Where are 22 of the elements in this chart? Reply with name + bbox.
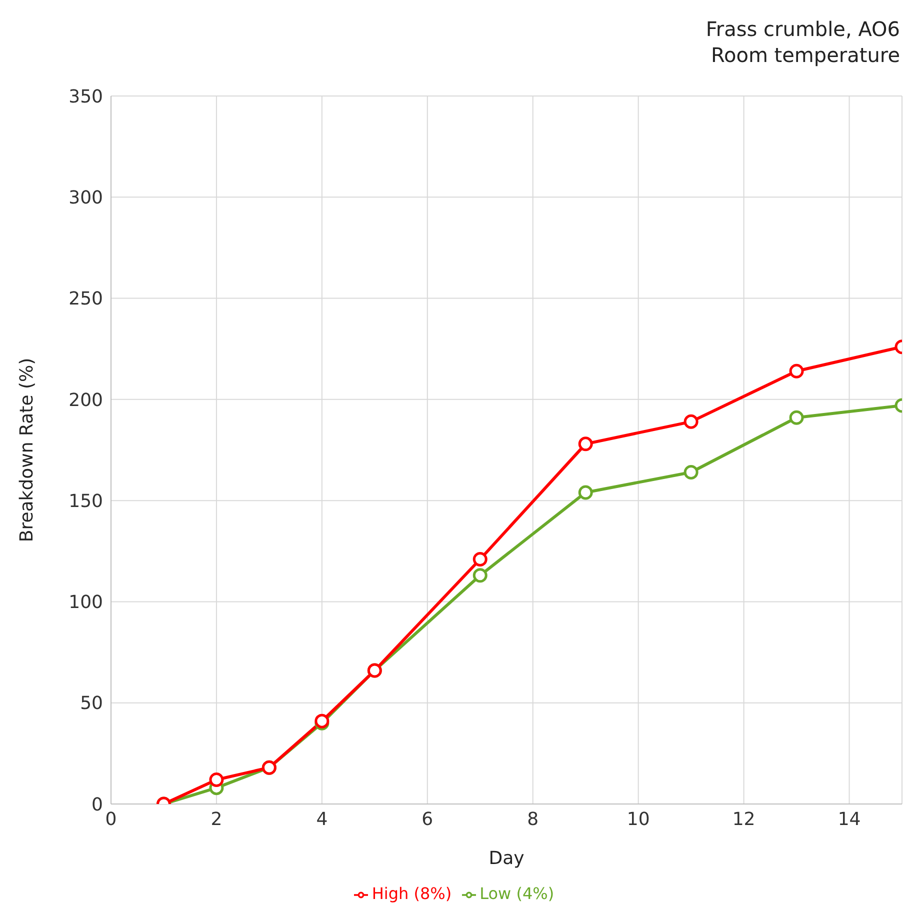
x-axis-title: Day	[488, 848, 525, 869]
y-tick-label: 150	[68, 490, 103, 512]
y-tick-label: 200	[68, 390, 103, 411]
x-tick-label: 14	[838, 808, 861, 830]
chart-title: Frass crumble, AO6	[706, 16, 900, 42]
y-tick-label: 300	[68, 188, 103, 209]
legend-label: High (8%)	[372, 884, 452, 903]
y-tick-label: 0	[92, 794, 103, 816]
legend-label: Low (4%)	[480, 884, 554, 903]
y-tick-label: 100	[68, 592, 103, 614]
x-tick-label: 8	[527, 808, 539, 830]
x-tick-label: 10	[626, 808, 650, 830]
y-axis-title: Breakdown Rate (%)	[16, 358, 38, 542]
x-tick-label: 2	[210, 808, 222, 830]
x-tick-label: 6	[422, 808, 434, 830]
y-tick-label: 250	[68, 288, 103, 310]
x-tick-label: 4	[316, 808, 328, 830]
chart-subtitle: Room temperature	[710, 42, 900, 68]
y-tick-label: 350	[68, 86, 103, 108]
x-tick-label: 0	[105, 808, 117, 830]
y-tick-label: 50	[80, 693, 103, 714]
x-tick-label: 12	[732, 808, 756, 830]
